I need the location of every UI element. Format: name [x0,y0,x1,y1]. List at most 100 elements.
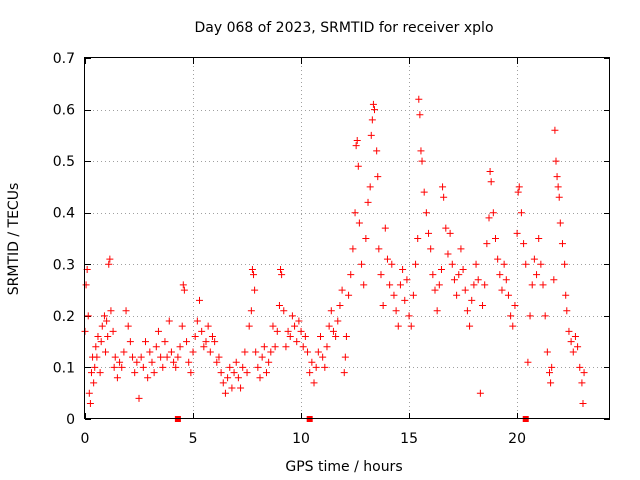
data-point [435,281,443,289]
data-point [554,183,562,191]
grid [85,58,610,419]
data-point [106,255,114,263]
data-point [252,348,260,356]
data-point [468,296,476,304]
data-point [552,157,560,165]
data-point [377,271,385,279]
data-point [571,332,579,340]
data-point [562,291,570,299]
data-point [416,111,424,119]
data-point [104,332,112,340]
data-point [124,322,132,330]
data-point [446,229,454,237]
data-point [551,126,559,134]
data-point [139,363,147,371]
data-point [515,183,523,191]
y-tick-label: 0.2 [53,309,75,325]
data-point [576,363,584,371]
data-point [511,302,519,310]
data-point [415,95,423,103]
data-point [241,348,249,356]
data-point [219,379,227,387]
x-tick-label: 15 [400,431,418,447]
data-point [420,188,428,196]
data-point [288,312,296,320]
data-point [371,106,379,114]
data-point [526,312,534,320]
data-point [174,353,182,361]
data-point [558,240,566,248]
data-point [211,338,219,346]
data-point [144,374,152,382]
data-point [180,286,188,294]
data-point [193,317,201,325]
data-point [280,307,288,315]
data-point [85,389,93,397]
data-point [224,374,232,382]
data-point [483,240,491,248]
data-point [329,327,337,335]
data-point [92,343,100,351]
plot-frame [84,57,610,419]
data-point [546,369,554,377]
data-point [185,358,193,366]
data-point [569,348,577,356]
data-point [399,265,407,273]
data-point [539,281,547,289]
data-point [183,338,191,346]
data-point [409,291,417,299]
data-point [405,312,413,320]
data-point [319,353,327,361]
x-tick-label: 5 [189,431,198,447]
data-point [463,307,471,315]
data-point [200,343,208,351]
data-point [304,348,312,356]
y-axis-label: SRMTID / TECUs [6,183,22,296]
data-point [509,322,517,330]
data-point [267,348,275,356]
data-point [520,240,528,248]
data-point [427,245,435,253]
data-point [535,235,543,242]
data-point [306,369,314,377]
data-point [187,369,195,377]
data-point [129,353,137,361]
data-point [418,157,426,165]
data-point [248,265,256,273]
data-point [345,291,353,299]
data-point [122,307,130,315]
data-point [243,369,251,377]
x-tick-label: 10 [292,431,310,447]
data-point [479,302,487,310]
data-point [437,265,445,273]
data-point [379,302,387,310]
data-point [131,369,139,377]
data-point [196,296,204,304]
data-point [425,229,433,237]
data-point [312,363,320,371]
data-point [206,348,214,356]
data-point [215,353,223,361]
data-point [176,343,184,351]
data-point [86,400,94,408]
data-point [431,286,439,294]
data-point [107,307,115,315]
x-tick-label: 20 [508,431,526,447]
data-point [553,173,561,181]
data-point [100,312,108,320]
data-point [213,358,221,366]
data-point [230,369,238,377]
data-point [256,374,264,382]
data-point [502,276,510,284]
data-point [110,363,118,371]
data-point [198,327,206,335]
data-point [87,369,95,377]
data-point [362,235,370,242]
axis-ticks [85,58,610,420]
data-point [297,327,305,335]
data-point [239,363,247,371]
data-point [254,363,262,371]
data-point [98,322,106,330]
data-point [522,260,530,268]
data-point [91,363,99,371]
